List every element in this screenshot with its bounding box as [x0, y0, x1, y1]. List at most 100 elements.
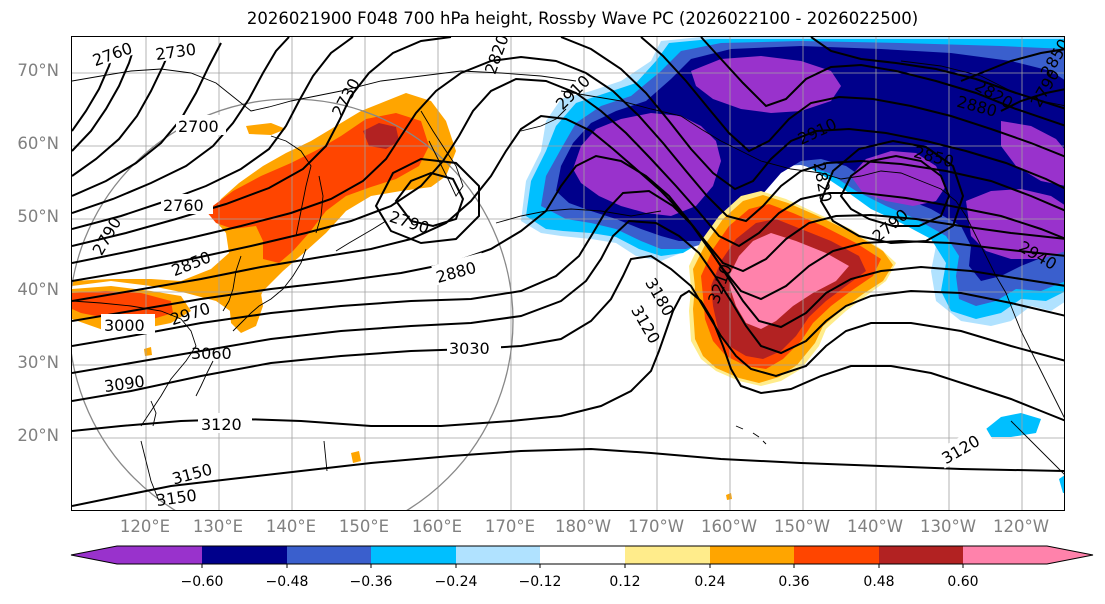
coast-taiwan: [150, 400, 157, 427]
coast-kamchatka: [420, 110, 464, 197]
contour-2940: [72, 77, 1064, 282]
coast-kuril: [335, 220, 387, 252]
contour-label-bg-3: [176, 115, 226, 135]
coast-mariana: [323, 440, 328, 472]
coast-west-america: [965, 215, 1064, 419]
reference-circle: [72, 98, 514, 510]
contour-2790-east: [810, 37, 1064, 110]
coast-sakhalin: [315, 175, 324, 234]
coast-japan: [232, 248, 307, 332]
shading-purple-east: [966, 189, 1064, 259]
colorbar-ticks: [201, 564, 964, 568]
contour-label-3000: 3000: [104, 316, 145, 335]
lon-label-160e: 160°E: [411, 517, 463, 536]
shading-purple-low3: [851, 151, 946, 206]
lon-label-140w: 140°W: [846, 517, 904, 536]
colorbar-min-extension: [71, 546, 117, 564]
contour-ne-corner-2: [1000, 88, 1064, 112]
coast-ryukyu: [195, 360, 214, 397]
contour-label-bg-7: [161, 194, 213, 214]
contour-label-bg-16: [447, 337, 501, 357]
colorbar-tick-label-7: 0.36: [778, 574, 810, 590]
colorbar-tick-label-3: −0.24: [434, 574, 478, 590]
lon-label-170w: 170°W: [627, 517, 685, 536]
colorbar-tick-label-0: −0.60: [180, 574, 224, 590]
lon-label-150w: 150°W: [773, 517, 831, 536]
contour-label-bg-32: [934, 423, 994, 469]
positive-anomaly-gulf-of-alaska: [689, 191, 896, 386]
contour-2850-east: [640, 37, 1064, 158]
shading-island-orange2: [726, 493, 732, 500]
contour-ne-corner: [960, 48, 1064, 82]
colorbar-tick-label-6: 0.24: [694, 574, 726, 590]
contour-label-bg-2: [151, 37, 205, 63]
contour-3090: [72, 254, 1064, 402]
lon-label-130w: 130°W: [919, 517, 977, 536]
contour-3150-south: [72, 447, 1064, 507]
figure-title: 2026021900 F048 700 hPa height, Rossby W…: [246, 9, 919, 28]
contour-2730: [72, 40, 137, 152]
contour-label-3060: 3060: [191, 344, 232, 363]
colorbar-tick-label-1: −0.48: [265, 574, 309, 590]
shading-redorange-china: [72, 291, 173, 321]
colorbar-outline: [70, 545, 1094, 565]
colorbar-max-extension: [1047, 546, 1093, 564]
contour-low-aleutian-1: [839, 154, 951, 227]
lat-label-30n: 30°N: [17, 353, 59, 372]
lat-label-50n: 50°N: [17, 207, 59, 226]
height-contours: [72, 37, 1064, 507]
contour-2820-east: [700, 37, 1064, 127]
contour-3120-south: [72, 289, 1064, 432]
contour-low-asia-2: [374, 157, 480, 245]
colorbar-tick-label-2: −0.36: [349, 574, 393, 590]
lon-label-170e: 170°E: [484, 517, 536, 536]
lat-label-40n: 40°N: [17, 280, 59, 299]
coast-okhotsk: [270, 135, 312, 237]
contour-3030: [72, 189, 1064, 347]
contour-2970: [72, 114, 1064, 302]
coast-philippines: [140, 440, 160, 502]
lat-label-70n: 70°N: [17, 61, 59, 80]
lon-label-160w: 160°W: [700, 517, 758, 536]
contour-2880: [72, 37, 452, 247]
contour-2760: [72, 42, 174, 177]
shading-orange-japan: [229, 281, 263, 333]
shading-sky-east-small: [986, 413, 1041, 437]
shading-sky-east-small2: [1059, 475, 1064, 493]
contour-label-3120-west: 3120: [201, 415, 242, 434]
contour-2790: [72, 42, 222, 197]
lat-label-20n: 20°N: [17, 426, 59, 445]
lon-label-120e: 120°E: [119, 517, 171, 536]
colorbar-bin-10: [963, 546, 1047, 564]
contour-low-asia-1: [394, 171, 465, 228]
coast-korea: [222, 255, 242, 312]
lon-label-140e: 140°E: [265, 517, 317, 536]
contour-2910: [72, 55, 1064, 264]
colorbar-bin-2: [287, 546, 371, 564]
lon-label-120w: 120°W: [992, 517, 1050, 536]
shading-island-orange1: [351, 451, 361, 463]
contour-label-bg-1: [87, 37, 141, 69]
shading-purple-low2: [691, 56, 841, 113]
lon-label-150e: 150°E: [338, 517, 390, 536]
coast-aleutian: [495, 208, 662, 224]
contour-label-2760-mid: 2760: [163, 196, 204, 215]
contour-3060: [72, 219, 1064, 374]
colorbar-tick-label-5: 0.12: [609, 574, 641, 590]
coast-hawaii: [735, 425, 767, 445]
contour-2880-east: [560, 37, 1064, 191]
colorbar-bin-6: [625, 546, 710, 564]
contour-label-2700: 2700: [178, 117, 219, 136]
positive-anomaly-west-pacific: [72, 93, 456, 333]
colorbar-bin-9: [879, 546, 963, 564]
lon-label-180w: 180°W: [554, 517, 612, 536]
map-svg: 2760 2730 2700 2730 2820 2910 2760 2790 …: [72, 37, 1064, 510]
coast-china: [72, 300, 197, 427]
coast-bering: [520, 108, 567, 132]
lon-label-130e: 130°E: [192, 517, 244, 536]
colorbar-bin-5: [540, 546, 625, 564]
contour-label-bg-11: [431, 252, 487, 286]
coast-mexico: [1010, 420, 1064, 475]
colorbar-bin-0: [117, 546, 202, 564]
